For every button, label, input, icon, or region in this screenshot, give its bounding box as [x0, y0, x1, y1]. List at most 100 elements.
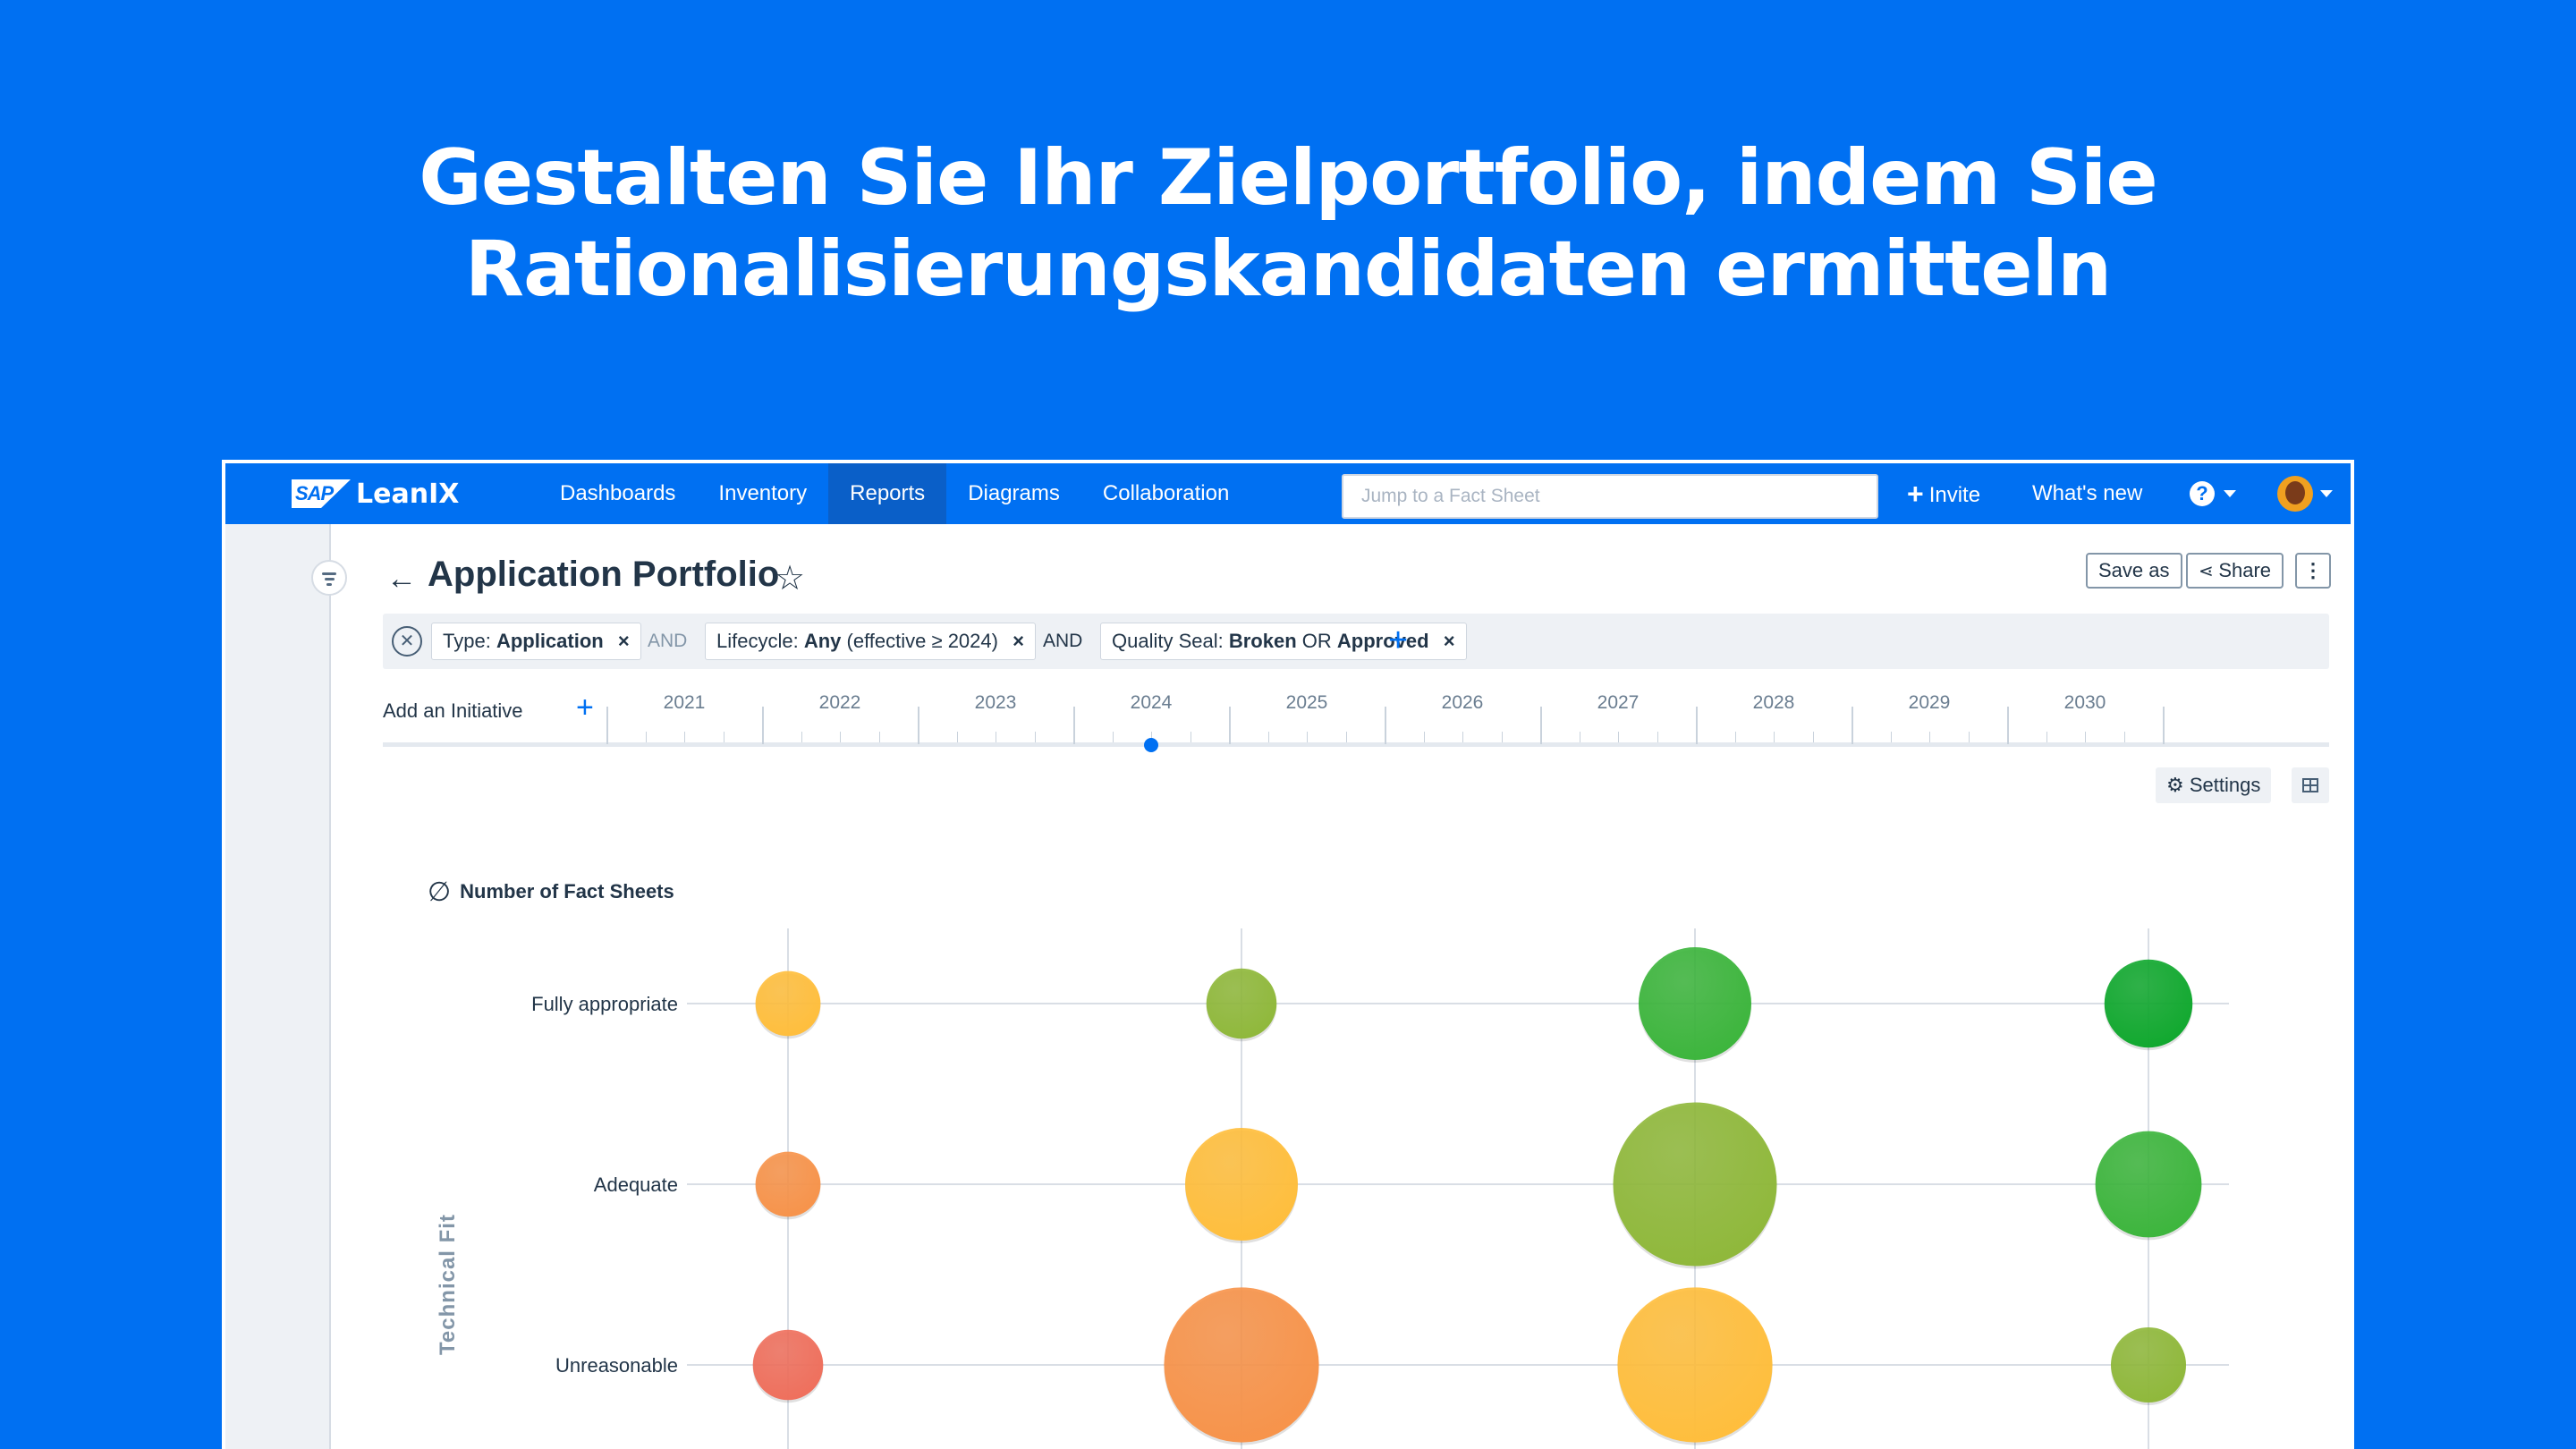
headline-line-1: Gestalten Sie Ihr Zielportfolio, indem S… — [419, 133, 2157, 223]
add-initiative-plus-icon[interactable]: + — [576, 691, 594, 724]
timeline-year-label[interactable]: 2023 — [974, 692, 1017, 713]
nav-collaboration[interactable]: Collaboration — [1102, 481, 1230, 505]
timeline-year-separator — [2007, 707, 2009, 744]
timeline-tick — [1345, 732, 1347, 742]
share-button[interactable]: ⋖ Share — [2186, 553, 2284, 589]
timeline-year-label[interactable]: 2027 — [1597, 692, 1640, 713]
invite-label: Invite — [1928, 483, 1981, 507]
bubble[interactable] — [2104, 959, 2193, 1048]
more-options-button[interactable]: ⋮ — [2295, 553, 2331, 589]
timeline-year-label[interactable]: 2022 — [818, 692, 861, 713]
filter-toggle-button[interactable] — [311, 560, 347, 596]
save-as-button[interactable]: Save as — [2086, 553, 2182, 589]
remove-filter-icon[interactable]: × — [1443, 630, 1455, 652]
remove-filter-icon[interactable]: × — [617, 630, 630, 652]
avatar[interactable] — [2277, 476, 2313, 512]
timeline-tick — [1812, 732, 1814, 742]
timeline-tick — [1151, 732, 1152, 742]
filter-chip-type[interactable]: Type: Application × — [431, 623, 641, 660]
back-arrow-icon[interactable]: ← — [386, 562, 417, 596]
timeline-tick — [2123, 732, 2125, 742]
table-icon — [2302, 778, 2318, 792]
nav-reports[interactable]: Reports — [828, 463, 947, 524]
bubble[interactable] — [752, 1329, 824, 1401]
filter-lifecycle-key: Lifecycle: — [716, 630, 799, 652]
size-legend-label: Number of Fact Sheets — [460, 880, 674, 902]
nav-inventory[interactable]: Inventory — [718, 481, 808, 505]
left-sidebar — [225, 524, 331, 1449]
bubble[interactable] — [1617, 1287, 1773, 1443]
settings-label: Settings — [2189, 774, 2261, 796]
clear-filters-icon[interactable]: ✕ — [392, 626, 422, 657]
whats-new-link[interactable]: What's new — [2032, 481, 2143, 505]
bubble-chart: Fully appropriate Adequate Unreasonable Tec… — [436, 928, 2229, 1449]
bubble[interactable] — [755, 970, 821, 1037]
settings-button[interactable]: ⚙ Settings — [2156, 767, 2272, 803]
timeline-year-separator — [1229, 707, 1231, 744]
timeline-year-label[interactable]: 2025 — [1285, 692, 1328, 713]
timeline-tick — [1929, 732, 1930, 742]
share-icon: ⋖ — [2199, 562, 2219, 581]
bubble[interactable] — [755, 1151, 821, 1217]
invite-button[interactable]: + Invite — [1907, 463, 1980, 524]
bubble[interactable] — [1164, 1287, 1319, 1443]
avatar-face — [2285, 481, 2305, 504]
chevron-down-icon[interactable] — [2224, 490, 2236, 497]
filter-icon-line — [324, 578, 335, 580]
timeline-handle[interactable] — [1144, 738, 1158, 752]
timeline-tick — [1501, 732, 1503, 742]
timeline-slider[interactable]: 2021 2022 2023 2024 2025 2026 2027 2028 2029 2030 — [383, 689, 2329, 752]
timeline-year-separator — [2163, 707, 2165, 744]
bubble[interactable] — [1206, 968, 1277, 1039]
timeline-tick — [684, 732, 685, 742]
timeline-tick — [1462, 732, 1463, 742]
plus-icon: + — [1907, 478, 1924, 510]
timeline-year-separator — [1073, 707, 1075, 744]
y-axis-category-label: Unreasonable — [555, 1354, 678, 1377]
timeline-year-label[interactable]: 2029 — [1908, 692, 1951, 713]
timeline-tick — [1657, 732, 1658, 742]
bubble[interactable] — [1613, 1102, 1777, 1267]
filter-icon-line — [326, 583, 332, 586]
y-axis-category-label: Adequate — [594, 1174, 678, 1196]
filter-seal-value-1: Broken — [1228, 630, 1297, 652]
table-view-button[interactable] — [2292, 767, 2329, 803]
timeline-year-separator — [606, 707, 608, 744]
nav-diagrams[interactable]: Diagrams — [968, 481, 1060, 505]
y-axis-category-label: Fully appropriate — [531, 993, 678, 1015]
filter-bar: ✕ Type: Application × AND Lifecycle: Any… — [383, 614, 2329, 669]
filter-operator: AND — [648, 631, 688, 651]
bubble[interactable] — [1639, 947, 1751, 1060]
timeline-tick — [1112, 732, 1114, 742]
gear-icon: ⚙ — [2166, 774, 2190, 796]
filter-chip-quality-seal[interactable]: Quality Seal: Broken OR Approved × — [1100, 623, 1467, 660]
remove-filter-icon[interactable]: × — [1013, 630, 1024, 652]
y-axis-title: Technical Fit — [436, 1214, 460, 1355]
timeline-year-label[interactable]: 2026 — [1441, 692, 1484, 713]
timeline-tick — [2085, 732, 2086, 742]
bubble[interactable] — [2111, 1327, 2186, 1402]
help-icon[interactable]: ? — [2190, 481, 2215, 506]
bubble-size-legend: ∅ Number of Fact Sheets — [428, 877, 674, 908]
timeline-year-label[interactable]: 2021 — [663, 692, 706, 713]
nav-dashboards[interactable]: Dashboards — [560, 481, 676, 505]
add-initiative-label[interactable]: Add an Initiative — [383, 699, 523, 722]
timeline-year-label[interactable]: 2028 — [1752, 692, 1795, 713]
filter-operator: AND — [1043, 631, 1083, 651]
timeline-tick — [840, 732, 841, 742]
filter-chip-lifecycle[interactable]: Lifecycle: Any (effective ≥ 2024) × — [705, 623, 1036, 660]
favorite-star-icon[interactable]: ☆ — [775, 560, 806, 597]
timeline-year-label[interactable]: 2030 — [2063, 692, 2106, 713]
bubble[interactable] — [2095, 1131, 2202, 1238]
timeline-year-label[interactable]: 2024 — [1130, 692, 1173, 713]
bubble[interactable] — [1185, 1128, 1298, 1241]
chevron-down-icon[interactable] — [2320, 490, 2333, 497]
leanix-logo[interactable]: SAP LeanIX — [292, 479, 459, 510]
timeline-tick — [956, 732, 958, 742]
app-window: SAP LeanIX Dashboards Inventory Reports … — [222, 460, 2354, 1449]
fact-sheet-search-input[interactable]: Jump to a Fact Sheet — [1342, 474, 1878, 519]
timeline-tick — [878, 732, 880, 742]
add-filter-icon[interactable]: + — [1388, 622, 1409, 659]
timeline-year-separator — [1852, 707, 1853, 744]
filter-lifecycle-effective: (effective ≥ 2024) — [846, 630, 998, 652]
